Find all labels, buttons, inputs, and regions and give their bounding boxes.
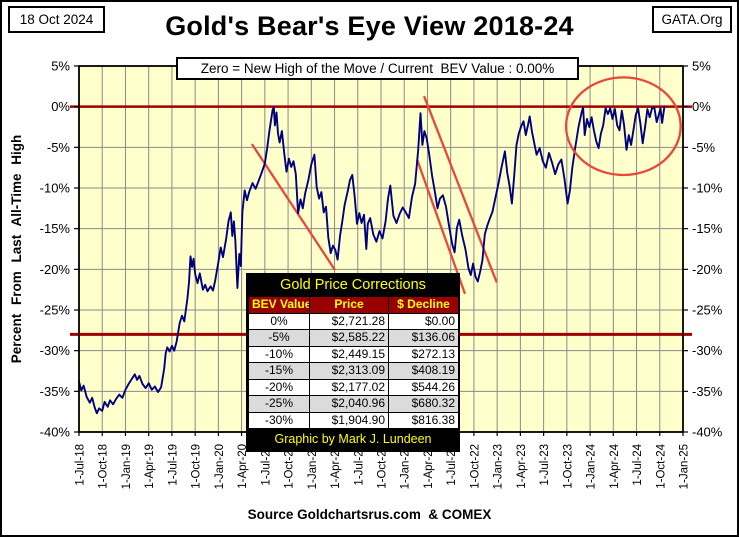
date-box: 18 Oct 2024 [8, 6, 105, 33]
x-tick-label: 1-Apr-23 [516, 444, 528, 489]
x-tick-label: 1-Jul-19 [167, 444, 179, 486]
y-tick-label-left: -5% [47, 140, 71, 155]
table-cell: $680.32 [388, 395, 459, 413]
y-tick-label-right: -10% [692, 181, 723, 196]
y-tick-label-right: -20% [692, 262, 723, 277]
x-tick-label: 1-Apr-22 [423, 444, 435, 489]
x-tick-label: 1-Apr-19 [144, 444, 156, 489]
x-tick-label: 1-Jan-23 [493, 444, 505, 489]
y-tick-label-right: -30% [692, 343, 723, 358]
x-tick-label: 1-Jan-21 [307, 444, 319, 489]
x-tick-label: 1-Oct-22 [469, 444, 481, 489]
y-tick-label-left: -25% [40, 303, 71, 318]
table-row: -15% $2,313.09 $408.19 [248, 362, 459, 380]
2020-21-downtrend-trend-line [251, 143, 336, 271]
table-cell: -20% [248, 378, 310, 396]
y-tick-label-left: -35% [40, 384, 71, 399]
table-cell: $136.06 [388, 329, 459, 347]
table-cell: $408.19 [388, 362, 459, 380]
table-row: -20% $2,177.02 $544.26 [248, 378, 459, 396]
y-tick-label-left: -20% [40, 262, 71, 277]
gold-bev-line [78, 105, 666, 415]
x-tick-label: 1-Apr-20 [237, 444, 249, 489]
x-tick-label: 1-Oct-18 [98, 444, 110, 489]
chart-subtitle-box: Zero = New High of the Move / Current BE… [176, 57, 579, 80]
x-tick-label: 1-Jul-20 [260, 444, 272, 486]
y-tick-label-right: -15% [692, 221, 723, 236]
table-cell: $2,585.22 [309, 329, 389, 347]
corrections-grid: BEV Value Price $ Decline 0% $2,721.28 $0.00… [248, 296, 459, 429]
table-cell: $0.00 [388, 312, 459, 330]
y-tick-label-left: -30% [40, 343, 71, 358]
table-footer: Graphic by Mark J. Lundeen [248, 429, 458, 450]
table-title: Gold Price Corrections [248, 275, 458, 296]
table-row: -5% $2,585.22 $136.06 [248, 329, 459, 347]
x-tick-label: 1-Apr-21 [330, 444, 342, 489]
x-tick-label: 1-Jan-19 [121, 444, 133, 489]
table-row: -25% $2,040.96 $680.32 [248, 395, 459, 413]
x-tick-label: 1-Oct-20 [284, 444, 296, 489]
table-column-header: BEV Value [248, 296, 310, 314]
x-tick-label: 1-Jan-20 [214, 444, 226, 489]
table-column-header: $ Decline [388, 296, 459, 314]
page-title: Gold's Bear's Eye View 2018-24 [165, 11, 574, 41]
y-axis-title: Percent From Last All-Time High [9, 135, 24, 364]
x-tick-label: 1-Jul-23 [539, 444, 551, 486]
table-column-header: Price [309, 296, 389, 314]
highlight-ellipse [564, 76, 682, 177]
table-cell: $1,904.90 [309, 411, 389, 429]
2022-channel-lower-trend-line [416, 159, 466, 295]
y-tick-label-right: -40% [692, 425, 723, 440]
y-tick-label-left: -15% [40, 221, 71, 236]
table-cell: $272.13 [388, 345, 459, 363]
y-tick-label-left: 0% [51, 99, 70, 114]
table-cell: -15% [248, 362, 310, 380]
x-tick-label: 1-Jul-21 [353, 444, 365, 486]
2022-channel-upper-trend-line [423, 95, 498, 283]
gata-org-label: GATA.Org [661, 12, 723, 27]
y-tick-label-right: -35% [692, 384, 723, 399]
x-tick-label: 1-Jul-24 [632, 443, 644, 485]
table-row: 0% $2,721.28 $0.00 [248, 312, 459, 330]
y-tick-label-right: 5% [692, 59, 711, 74]
x-tick-label: 1-Oct-21 [377, 444, 389, 489]
table-cell: -10% [248, 345, 310, 363]
y-tick-label-left: 5% [51, 59, 70, 74]
x-tick-label: 1-Apr-24 [609, 443, 621, 488]
table-cell: $2,721.28 [309, 312, 389, 330]
y-tick-label-right: -5% [692, 140, 716, 155]
x-tick-label: 1-Oct-23 [562, 444, 574, 489]
table-row: -30% $1,904.90 $816.38 [248, 411, 459, 429]
table-cell: -5% [248, 329, 310, 347]
table-cell: 0% [248, 312, 310, 330]
table-cell: $816.38 [388, 411, 459, 429]
y-tick-label-left: -10% [40, 181, 71, 196]
gold-price-corrections-table: Gold Price Corrections BEV Value Price $ D… [246, 273, 460, 452]
x-tick-label: 1-Oct-19 [191, 444, 203, 489]
table-cell: $2,040.96 [309, 395, 389, 413]
y-tick-label-right: 0% [692, 99, 711, 114]
x-tick-label: 1-Oct-24 [655, 443, 667, 488]
x-tick-label: 1-Jan-25 [679, 444, 691, 489]
table-cell: $544.26 [388, 378, 459, 396]
table-cell: $2,177.02 [309, 378, 389, 396]
x-tick-label: 1-Jan-24 [586, 443, 598, 489]
gata-org-box: GATA.Org [652, 6, 732, 33]
x-tick-label: 1-Jul-22 [446, 444, 458, 486]
table-cell: $2,313.09 [309, 362, 389, 380]
x-tick-label: 1-Jul-18 [75, 444, 87, 486]
table-header-row: BEV Value Price $ Decline [248, 296, 459, 314]
table-cell: -30% [248, 411, 310, 429]
table-row: -10% $2,449.15 $272.13 [248, 345, 459, 363]
table-cell: -25% [248, 395, 310, 413]
chart-date: 18 Oct 2024 [19, 12, 94, 27]
x-tick-label: 1-Jan-22 [400, 444, 412, 489]
source-text: Source Goldchartsrus.com & COMEX [247, 507, 492, 522]
table-cell: $2,449.15 [309, 345, 389, 363]
y-tick-label-left: -40% [40, 425, 71, 440]
y-tick-label-right: -25% [692, 303, 723, 318]
